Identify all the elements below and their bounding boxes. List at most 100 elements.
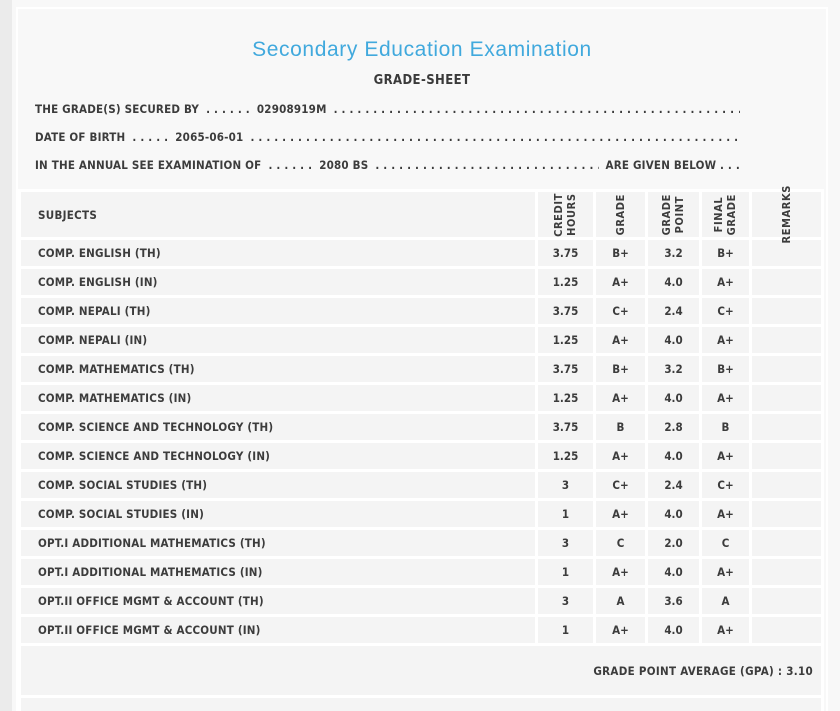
vertical-label-wrap: GRADE xyxy=(596,192,645,237)
table-row: OPT.II OFFICE MGMT & ACCOUNT (IN) 1 A+ 4… xyxy=(21,617,821,643)
remarks-cell xyxy=(752,501,821,527)
final-grade-cell: A xyxy=(702,588,749,614)
final-grade-cell: A+ xyxy=(702,501,749,527)
grade-point-cell: 4.0 xyxy=(648,269,699,295)
table-row: COMP. ENGLISH (IN) 1.25 A+ 4.0 A+ xyxy=(21,269,821,295)
page-subtitle: GRADE-SHEET xyxy=(373,73,471,88)
table-row: OPT.I ADDITIONAL MATHEMATICS (TH) 3 C 2.… xyxy=(21,530,821,556)
credit-hours-cell: 3.75 xyxy=(538,298,593,324)
grade-cell: A+ xyxy=(596,617,645,643)
remarks-cell xyxy=(752,327,821,353)
grade-cell: A+ xyxy=(596,327,645,353)
gpa-row: GRADE POINT AVERAGE (GPA) : 3.10 xyxy=(21,646,821,695)
subject-cell: COMP. SOCIAL STUDIES (IN) xyxy=(21,501,535,527)
info-label: THE GRADE(S) SECURED BY xyxy=(35,102,200,116)
dotted-leader: . . . . . . . . . . . . . . . . . . . . … xyxy=(250,130,740,144)
table-row: COMP. ENGLISH (TH) 3.75 B+ 3.2 B+ xyxy=(21,240,821,266)
remarks-cell xyxy=(752,588,821,614)
subject-cell: COMP. SCIENCE AND TECHNOLOGY (IN) xyxy=(21,443,535,469)
subject-cell: OPT.II OFFICE MGMT & ACCOUNT (IN) xyxy=(21,617,535,643)
credit-hours-cell: 1 xyxy=(538,559,593,585)
table-row: COMP. SOCIAL STUDIES (TH) 3 C+ 2.4 C+ xyxy=(21,472,821,498)
grade-cell: C xyxy=(596,530,645,556)
grade-point-cell: 2.0 xyxy=(648,530,699,556)
credit-hours-cell: 1 xyxy=(538,501,593,527)
table-row: OPT.I ADDITIONAL MATHEMATICS (IN) 1 A+ 4… xyxy=(21,559,821,585)
remarks-cell xyxy=(752,269,821,295)
subject-cell: COMP. SCIENCE AND TECHNOLOGY (TH) xyxy=(21,414,535,440)
info-label: DATE OF BIRTH xyxy=(35,130,126,144)
final-grade-cell: C xyxy=(702,530,749,556)
dotted-leader: . . . . . xyxy=(132,130,169,144)
table-row: COMP. MATHEMATICS (IN) 1.25 A+ 4.0 A+ xyxy=(21,385,821,411)
credit-hours-cell: 1.25 xyxy=(538,327,593,353)
column-header-label: GRADE POINT xyxy=(660,193,687,236)
subject-cell: OPT.II OFFICE MGMT & ACCOUNT (TH) xyxy=(21,588,535,614)
subject-cell: COMP. NEPALI (IN) xyxy=(21,327,535,353)
grade-cell: A+ xyxy=(596,443,645,469)
table-row: OPT.II OFFICE MGMT & ACCOUNT (TH) 3 A 3.… xyxy=(21,588,821,614)
final-grade-cell: B+ xyxy=(702,240,749,266)
info-trailer: ARE GIVEN BELOW . . . xyxy=(605,158,740,172)
page-panel: Secondary Education Examination GRADE-SH… xyxy=(12,0,840,711)
dotted-leader: . . . . . . xyxy=(206,102,250,116)
final-grade-cell: A+ xyxy=(702,617,749,643)
final-grade-cell: A+ xyxy=(702,385,749,411)
dotted-leader: . . . . . . . . . . . . . . . . . . . . … xyxy=(333,102,740,116)
grade-point-cell: 4.0 xyxy=(648,327,699,353)
column-header-label: FINAL GRADE xyxy=(712,193,739,236)
grade-cell: A+ xyxy=(596,559,645,585)
final-grade-cell: C+ xyxy=(702,472,749,498)
grade-cell: B+ xyxy=(596,240,645,266)
final-grade-cell: A+ xyxy=(702,327,749,353)
credit-hours-cell: 3.75 xyxy=(538,240,593,266)
final-grade-cell: B xyxy=(702,414,749,440)
column-header-grade-point: GRADE POINT xyxy=(648,192,699,237)
remarks-cell xyxy=(752,530,821,556)
grade-point-cell: 2.8 xyxy=(648,414,699,440)
symbol-number-value: 02908919M xyxy=(256,102,327,116)
date-of-birth-value: 2065-06-01 xyxy=(175,130,244,144)
vertical-label-wrap: FINAL GRADE xyxy=(702,192,749,237)
vertical-label-wrap: REMARKS xyxy=(752,185,821,244)
info-lines: THE GRADE(S) SECURED BY . . . . . . 0290… xyxy=(18,95,826,179)
credit-hours-cell: 1.25 xyxy=(538,443,593,469)
exam-year-value: 2080 BS xyxy=(319,158,369,172)
table-row: COMP. SOCIAL STUDIES (IN) 1 A+ 4.0 A+ xyxy=(21,501,821,527)
grade-cell: C+ xyxy=(596,298,645,324)
info-label: IN THE ANNUAL SEE EXAMINATION OF xyxy=(35,158,262,172)
info-line-examination-year: IN THE ANNUAL SEE EXAMINATION OF . . . .… xyxy=(35,151,740,179)
grade-point-cell: 4.0 xyxy=(648,501,699,527)
grade-point-cell: 3.2 xyxy=(648,240,699,266)
credit-hours-cell: 3 xyxy=(538,530,593,556)
column-header-label: REMARKS xyxy=(779,185,793,244)
subject-cell: COMP. MATHEMATICS (TH) xyxy=(21,356,535,382)
column-header-final-grade: FINAL GRADE xyxy=(702,192,749,237)
column-header-credit-hours: CREDIT HOURS xyxy=(538,192,593,237)
grade-table-body: COMP. ENGLISH (TH) 3.75 B+ 3.2 B+ COMP. … xyxy=(21,240,821,643)
grade-cell: A+ xyxy=(596,269,645,295)
remarks-cell xyxy=(752,356,821,382)
empty-cell xyxy=(21,698,821,711)
credit-hours-cell: 1 xyxy=(538,617,593,643)
final-grade-cell: A+ xyxy=(702,443,749,469)
vertical-label-wrap: GRADE POINT xyxy=(648,192,699,237)
table-row: COMP. SCIENCE AND TECHNOLOGY (TH) 3.75 B… xyxy=(21,414,821,440)
grade-point-cell: 3.2 xyxy=(648,356,699,382)
grade-point-cell: 4.0 xyxy=(648,617,699,643)
final-grade-cell: B+ xyxy=(702,356,749,382)
remarks-cell xyxy=(752,443,821,469)
remarks-cell xyxy=(752,472,821,498)
grade-cell: A xyxy=(596,588,645,614)
grade-table: SUBJECTS CREDIT HOURS GRADE GRADE POINT … xyxy=(18,185,824,711)
remarks-cell xyxy=(752,385,821,411)
page-title: Secondary Education Examination xyxy=(252,38,592,61)
subject-cell: COMP. ENGLISH (IN) xyxy=(21,269,535,295)
column-header-label: CREDIT HOURS xyxy=(552,192,579,237)
remarks-cell xyxy=(752,414,821,440)
grade-table-header: SUBJECTS CREDIT HOURS GRADE GRADE POINT … xyxy=(21,185,821,244)
vertical-label-wrap: CREDIT HOURS xyxy=(538,192,593,237)
header-row: SUBJECTS CREDIT HOURS GRADE GRADE POINT … xyxy=(21,185,821,244)
grade-point-cell: 3.6 xyxy=(648,588,699,614)
final-grade-cell: C+ xyxy=(702,298,749,324)
